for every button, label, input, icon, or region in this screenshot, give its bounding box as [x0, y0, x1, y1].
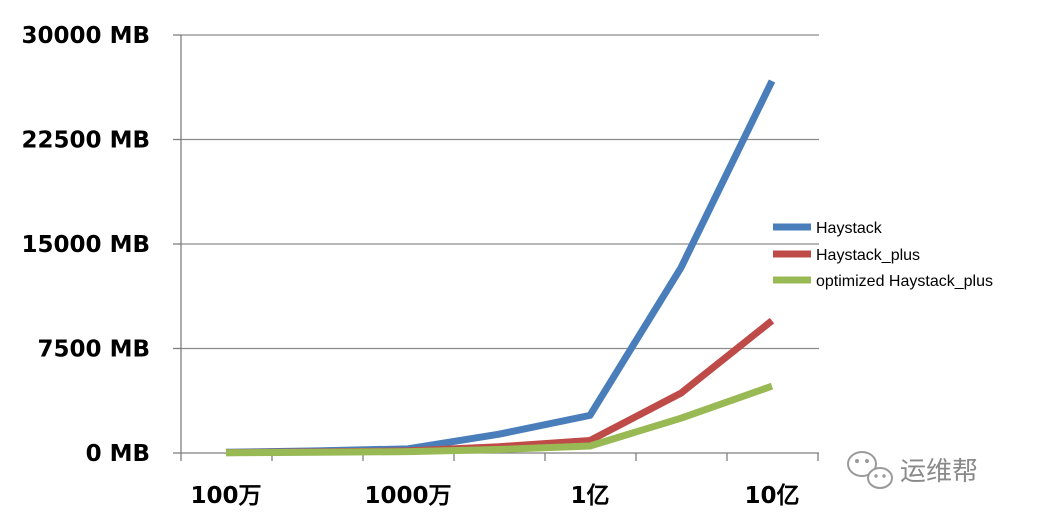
- x-tick-label: 1亿: [570, 483, 609, 509]
- series-line-haystack: [225, 79, 776, 456]
- legend-label: Haystack: [816, 220, 883, 237]
- y-tick-label: 30000 MB: [22, 23, 150, 49]
- grid-lines: [173, 34, 819, 454]
- x-tick-label: 1000万: [364, 483, 451, 509]
- y-tick-label: 15000 MB: [22, 232, 150, 258]
- legend-label: optimized Haystack_plus: [816, 273, 993, 290]
- y-tick-label: 0 MB: [86, 441, 150, 467]
- x-axis-tick-labels: 100万 1000万 1亿 10亿: [190, 483, 799, 509]
- wechat-icon: [847, 451, 893, 489]
- series-line-optimized-haystack_plus: [225, 382, 774, 457]
- y-axis-tick-labels: 0 MB 7500 MB 15000 MB 22500 MB 30000 MB: [22, 23, 150, 467]
- y-tick-label: 7500 MB: [38, 337, 150, 363]
- x-tick-label: 10亿: [744, 483, 799, 509]
- series-lines: [225, 79, 776, 457]
- axes: [180, 35, 819, 461]
- watermark: 运维帮: [847, 451, 978, 489]
- x-tick-label: 100万: [190, 483, 261, 509]
- legend-label: Haystack_plus: [816, 247, 920, 264]
- legend: Haystack Haystack_plus optimized Haystack_…: [773, 220, 993, 290]
- watermark-label: 运维帮: [900, 457, 978, 487]
- y-tick-label: 22500 MB: [22, 128, 150, 154]
